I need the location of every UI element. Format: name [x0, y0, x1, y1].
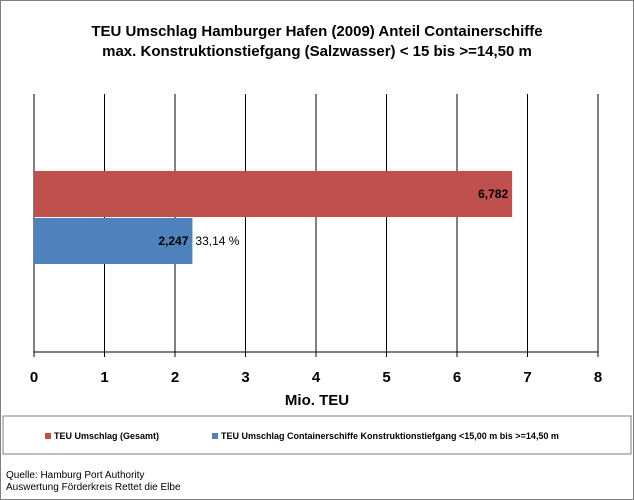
- bar-container-ships: [34, 218, 193, 264]
- chart-title-line-1: TEU Umschlag Hamburger Hafen (2009) Ante…: [91, 23, 542, 40]
- x-tick-label-3: 3: [241, 369, 249, 386]
- x-tick-label-0: 0: [30, 369, 38, 386]
- x-tick-label-2: 2: [171, 369, 179, 386]
- bar-total: [34, 171, 513, 217]
- chart-title-line-2: max. Konstruktionstiefgang (Salzwasser) …: [102, 43, 532, 60]
- legend-box: [2, 415, 632, 455]
- legend-label-total: TEU Umschlag (Gesamt): [54, 431, 159, 441]
- legend-swatch-container-ships: [212, 433, 218, 439]
- bar-container-ships-value-label: 2,247: [158, 234, 188, 248]
- source-line-1: Quelle: Hamburg Port Authority: [6, 470, 145, 481]
- x-tick-label-4: 4: [312, 369, 321, 386]
- x-axis-title: Mio. TEU: [285, 392, 349, 409]
- source-note: Quelle: Hamburg Port Authority Auswertun…: [6, 470, 181, 494]
- bar-total-value-label: 6,782: [478, 187, 508, 201]
- x-tick-label-6: 6: [453, 369, 461, 386]
- source-line-2: Auswertung Förderkreis Rettet die Elbe: [6, 482, 181, 493]
- legend-label-container-ships: TEU Umschlag Containerschiffe Konstrukti…: [221, 431, 559, 441]
- x-tick-label-7: 7: [523, 369, 531, 386]
- x-tick-label-5: 5: [382, 369, 390, 386]
- x-tick-label-1: 1: [100, 369, 108, 386]
- x-tick-label-8: 8: [594, 369, 602, 386]
- share-percent-annotation: 33,14 %: [195, 234, 239, 248]
- legend-swatch-total: [45, 433, 51, 439]
